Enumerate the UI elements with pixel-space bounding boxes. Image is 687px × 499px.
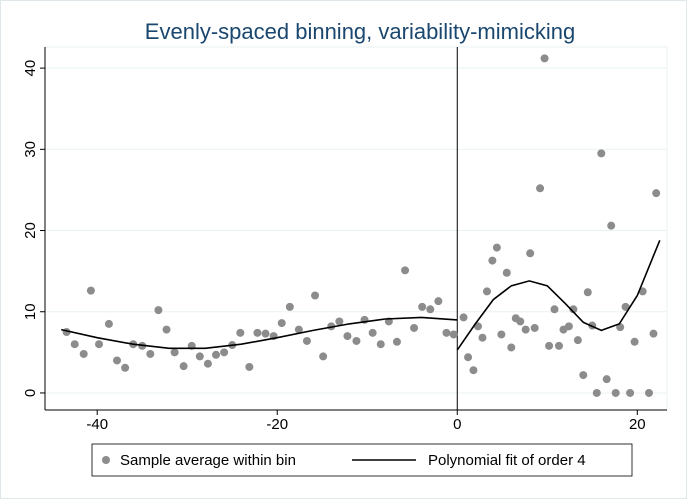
- data-point: [86, 286, 95, 295]
- y-tick-label: 0: [22, 389, 39, 397]
- data-point: [368, 328, 377, 337]
- data-point: [376, 340, 385, 349]
- y-tick-label: 30: [22, 141, 39, 158]
- x-tick-label: 0: [453, 416, 461, 433]
- data-point: [179, 362, 188, 371]
- data-point: [545, 341, 554, 350]
- data-point: [294, 325, 303, 334]
- data-point: [449, 330, 458, 339]
- data-point: [644, 388, 653, 397]
- data-point: [554, 341, 563, 350]
- data-point: [626, 388, 635, 397]
- data-point: [154, 306, 163, 315]
- data-point: [502, 268, 511, 277]
- data-point: [104, 319, 113, 328]
- data-point: [597, 149, 606, 158]
- data-point: [335, 317, 344, 326]
- data-point: [285, 302, 294, 311]
- data-point: [573, 336, 582, 345]
- data-point: [442, 328, 451, 337]
- data-point: [488, 256, 497, 265]
- data-point: [95, 340, 104, 349]
- data-point: [311, 291, 320, 300]
- data-point: [521, 325, 530, 334]
- data-point: [146, 349, 155, 358]
- data-point: [245, 362, 254, 371]
- data-point: [482, 287, 491, 296]
- plot-area: [44, 46, 668, 411]
- data-point: [459, 313, 468, 322]
- legend-marker: [102, 456, 110, 464]
- data-point: [261, 329, 270, 338]
- data-point: [253, 328, 262, 337]
- legend-label: Sample average within bin: [120, 452, 296, 469]
- data-point: [540, 54, 549, 63]
- data-point: [79, 349, 88, 358]
- data-point: [649, 329, 658, 338]
- x-tick-label: -20: [266, 416, 288, 433]
- data-point: [616, 323, 625, 332]
- data-point: [607, 221, 616, 230]
- data-point: [569, 305, 578, 314]
- data-point: [343, 332, 352, 341]
- data-point: [526, 249, 535, 258]
- data-point: [530, 323, 539, 332]
- data-point: [652, 189, 661, 198]
- data-point: [611, 388, 620, 397]
- data-point: [638, 287, 647, 296]
- data-point: [220, 348, 229, 357]
- data-point: [426, 305, 435, 314]
- data-point: [203, 359, 212, 368]
- data-point: [170, 348, 179, 357]
- data-point: [121, 363, 130, 372]
- data-point: [410, 323, 419, 332]
- x-tick-label: 20: [629, 416, 646, 433]
- data-point: [550, 305, 559, 314]
- data-point: [302, 336, 311, 345]
- data-point: [583, 288, 592, 297]
- data-point: [392, 337, 401, 346]
- data-point: [236, 328, 245, 337]
- data-point: [418, 302, 427, 311]
- fit-line: [61, 239, 661, 351]
- data-point: [212, 350, 221, 359]
- data-point: [516, 317, 525, 326]
- legend-label: Polynomial fit of order 4: [428, 452, 586, 469]
- data-point: [602, 375, 611, 384]
- data-point: [579, 371, 588, 380]
- data-point: [492, 243, 501, 252]
- data-point: [113, 356, 122, 365]
- data-point: [592, 388, 601, 397]
- x-tick-label: -40: [86, 416, 108, 433]
- data-point: [195, 352, 204, 361]
- y-tick-label: 20: [22, 222, 39, 239]
- chart-title: Evenly-spaced binning, variability-mimic…: [145, 19, 575, 44]
- data-point: [464, 353, 473, 362]
- data-point: [352, 336, 361, 345]
- data-point: [401, 266, 410, 275]
- data-point: [564, 322, 573, 331]
- data-point: [497, 330, 506, 339]
- y-tick-label: 40: [22, 60, 39, 77]
- data-point: [319, 352, 328, 361]
- y-tick-label: 10: [22, 303, 39, 320]
- data-point: [478, 333, 487, 342]
- data-point: [162, 325, 171, 334]
- data-point: [630, 337, 639, 346]
- data-point: [473, 322, 482, 331]
- data-point: [621, 302, 630, 311]
- data-point: [507, 343, 516, 352]
- data-point: [277, 319, 286, 328]
- data-point: [469, 366, 478, 375]
- data-point: [70, 340, 79, 349]
- data-point: [434, 297, 443, 306]
- data-point: [536, 184, 545, 193]
